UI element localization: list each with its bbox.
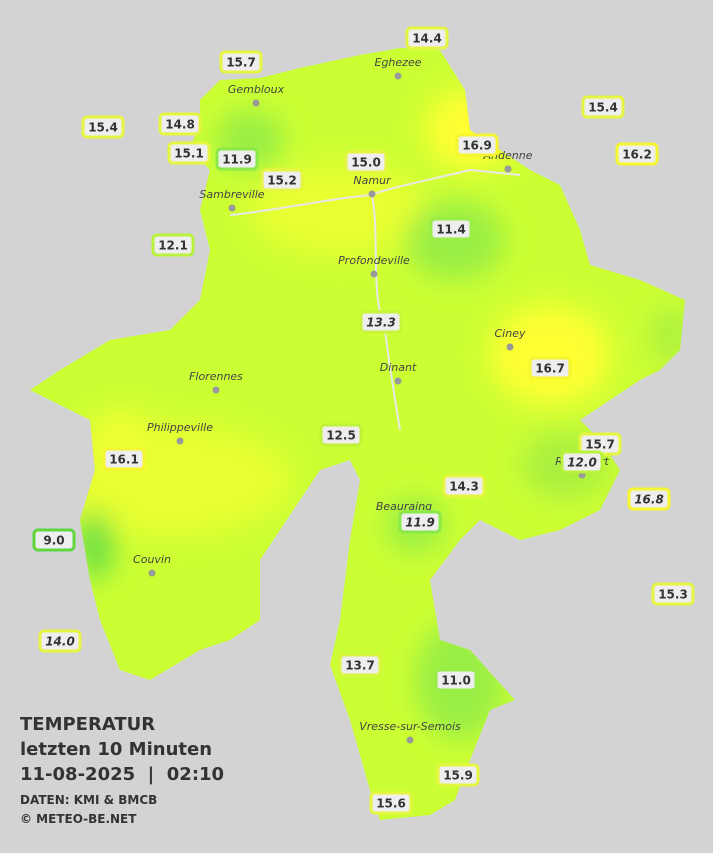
station-value: 16.2 [622,148,652,162]
title: TEMPERATUR [20,714,155,735]
station-box [560,450,604,474]
station-value: 11.9 [222,153,252,167]
station-box [651,582,695,606]
city-dot [368,190,376,198]
city-dot [228,204,236,212]
station-value: 15.4 [88,121,118,135]
city-label: Florennes [189,370,243,383]
city-label: Gembloux [228,83,285,96]
station-value: 15.1 [174,147,204,161]
city-label: Couvin [133,553,171,566]
city-label: Namur [353,174,392,187]
station-box [429,217,473,241]
station-box [167,141,211,165]
station-box [338,653,382,677]
station-box [81,115,125,139]
station-box [627,487,671,511]
city-label: Profondeville [338,254,410,267]
city-dot [504,165,512,173]
city-dot [370,270,378,278]
station-box [528,356,572,380]
station-box [398,510,442,534]
station-box [219,50,263,74]
station-value: 15.6 [376,797,406,811]
station-value: 13.7 [345,659,375,673]
city-dot [212,386,220,394]
city-dot [252,99,260,107]
station-box [455,133,499,157]
city-label: Eghezee [375,56,422,69]
city-label: Philippeville [147,421,213,434]
station-value: 14.4 [412,32,442,46]
copyright: © METEO-BE.NET [20,812,137,826]
station-value: 15.3 [658,588,688,602]
station-value: 15.7 [585,438,615,452]
source: DATEN: KMI & BMCB [20,793,157,807]
station-box [405,26,449,50]
station-value: 16.1 [109,453,139,467]
city-label: Sambreville [199,188,264,201]
station-value: 14.8 [165,118,195,132]
station-value: 15.2 [267,174,297,188]
station-box [260,168,304,192]
city-label: Dinant [380,361,417,374]
station-value: 11.4 [436,223,466,237]
station-box [151,233,195,257]
station-box [32,528,76,552]
station-box [436,763,480,787]
city-dot [506,343,514,351]
city-label: Beauraing [376,500,432,513]
city-dot [406,736,414,744]
city-label: Vresse-sur-Semois [359,720,461,733]
station-value: 12.1 [158,239,188,253]
city-label: Ciney [495,327,526,340]
city-dot [176,437,184,445]
station-box [158,112,202,136]
station-box [615,142,659,166]
station-value: 11.9 [405,516,435,530]
station-value: 16.7 [535,362,565,376]
station-value: 11.0 [441,674,471,688]
station-value: 16.8 [634,493,664,507]
station-value: 9.0 [43,534,64,548]
title: 11-08-2025 | 02:10 [20,764,224,785]
station-value: 14.0 [45,635,75,649]
station-box [359,310,403,334]
station-box [581,95,625,119]
station-value: 15.9 [443,769,473,783]
station-value: 15.7 [226,56,256,70]
station-box [442,474,486,498]
station-value: 15.0 [351,156,381,170]
station-box [102,447,146,471]
city-dot [394,72,402,80]
station-value: 13.3 [366,316,396,330]
station-value: 15.4 [588,101,618,115]
station-box [38,629,82,653]
station-value: 14.3 [449,480,479,494]
station-value: 12.5 [326,429,356,443]
station-box [434,668,478,692]
station-box [369,791,413,815]
station-value: 12.0 [567,456,597,470]
city-dot [394,377,402,385]
city-dot [148,569,156,577]
station-value: 16.9 [462,139,492,153]
station-box [319,423,363,447]
title: letzten 10 Minuten [20,739,212,760]
station-box [215,147,259,171]
station-box [344,150,388,174]
